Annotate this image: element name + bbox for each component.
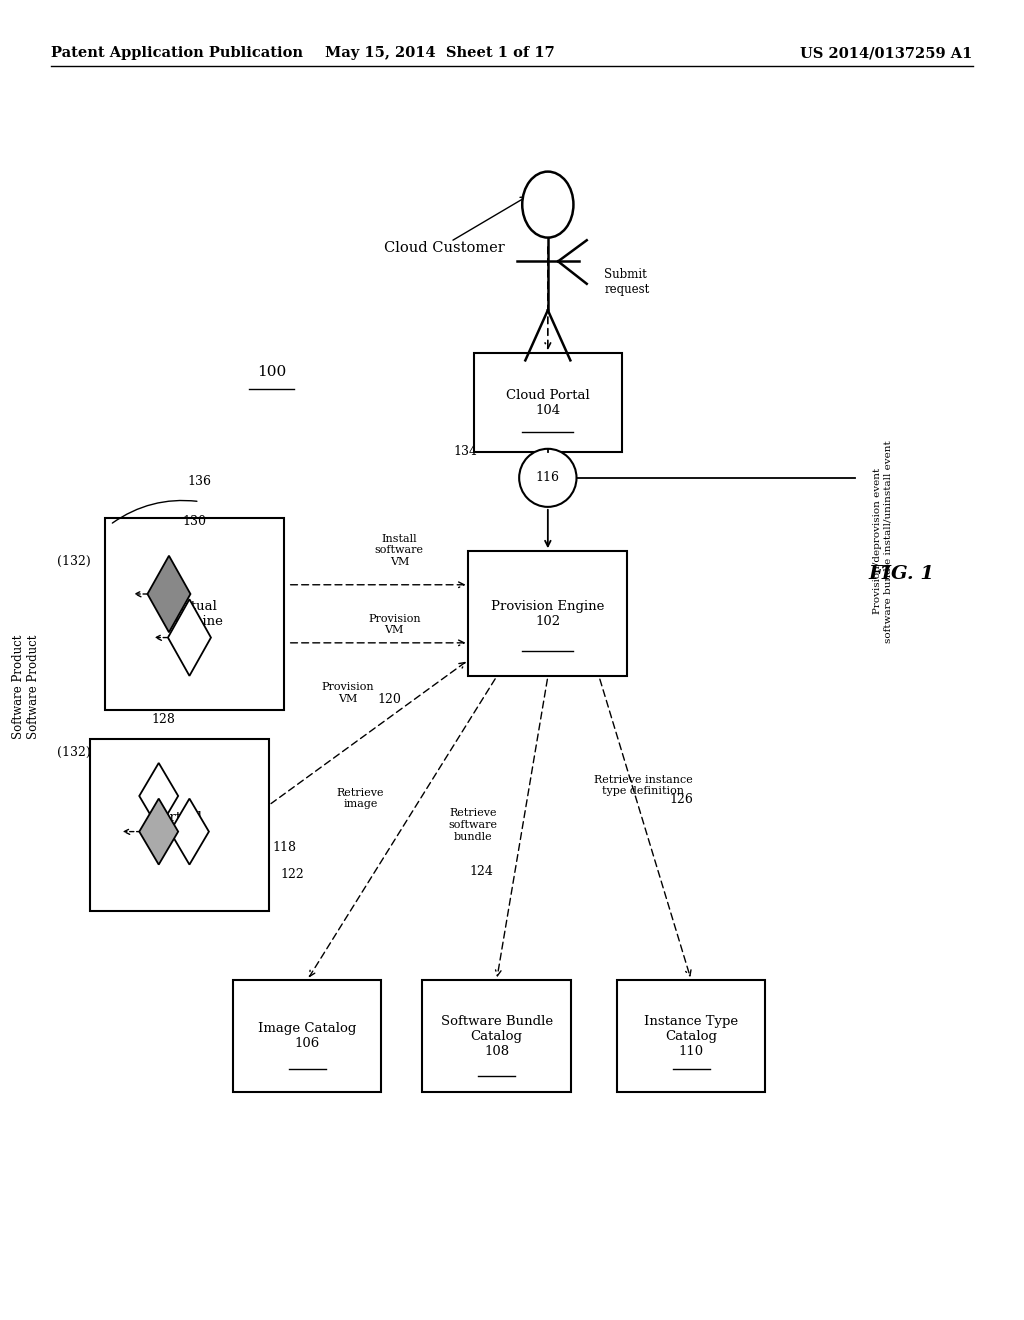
Text: Patent Application Publication: Patent Application Publication: [51, 46, 303, 61]
Text: Provision/deprovision event
software bundle install/uninstall event: Provision/deprovision event software bun…: [873, 440, 892, 643]
Text: Install
software
VM: Install software VM: [375, 533, 424, 568]
Text: Image Catalog
106: Image Catalog 106: [258, 1022, 356, 1051]
Text: Cloud Portal
104: Cloud Portal 104: [506, 388, 590, 417]
Text: 122: 122: [280, 867, 304, 880]
Text: Retrieve instance
type definition: Retrieve instance type definition: [594, 775, 692, 796]
Circle shape: [522, 172, 573, 238]
Text: Retrieve
image: Retrieve image: [337, 788, 384, 809]
Text: 136: 136: [187, 475, 212, 488]
Text: 134: 134: [454, 445, 478, 458]
Bar: [105, 517, 284, 710]
Polygon shape: [147, 556, 190, 632]
Text: 124: 124: [469, 865, 494, 878]
Text: 118: 118: [272, 841, 297, 854]
Text: 116: 116: [536, 471, 560, 484]
Bar: [473, 354, 623, 451]
Bar: [422, 979, 571, 1093]
Text: Provision
VM: Provision VM: [368, 614, 421, 635]
Text: May 15, 2014  Sheet 1 of 17: May 15, 2014 Sheet 1 of 17: [326, 46, 555, 61]
Bar: [616, 979, 766, 1093]
Text: Cloud Customer: Cloud Customer: [384, 242, 505, 255]
Text: FIG. 1: FIG. 1: [868, 565, 934, 583]
Text: 126: 126: [669, 792, 693, 805]
Text: 120: 120: [377, 693, 401, 706]
Text: Instance Type
Catalog
110: Instance Type Catalog 110: [644, 1015, 738, 1057]
Text: Software Bundle
Catalog
108: Software Bundle Catalog 108: [440, 1015, 553, 1057]
Polygon shape: [170, 799, 209, 865]
Text: Provision Engine
102: Provision Engine 102: [492, 599, 604, 628]
Text: 128: 128: [152, 713, 176, 726]
Polygon shape: [168, 599, 211, 676]
Text: 100: 100: [257, 366, 286, 379]
Polygon shape: [139, 763, 178, 829]
Text: Software Product
Software Product: Software Product Software Product: [11, 634, 40, 739]
Text: Provision
VM: Provision VM: [322, 682, 375, 704]
Bar: [232, 979, 381, 1093]
Text: Virtual
Machine: Virtual Machine: [166, 599, 223, 628]
Bar: [469, 552, 627, 676]
Text: (132): (132): [57, 554, 90, 568]
Text: Submit
request: Submit request: [604, 268, 649, 296]
Text: Retrieve
software
bundle: Retrieve software bundle: [449, 808, 498, 842]
Polygon shape: [139, 799, 178, 865]
Text: Virtual
Machine: Virtual Machine: [151, 810, 208, 840]
Ellipse shape: [519, 449, 577, 507]
Text: (132): (132): [57, 746, 90, 759]
Bar: [90, 739, 268, 911]
Text: US 2014/0137259 A1: US 2014/0137259 A1: [801, 46, 973, 61]
Text: 130: 130: [182, 515, 207, 528]
